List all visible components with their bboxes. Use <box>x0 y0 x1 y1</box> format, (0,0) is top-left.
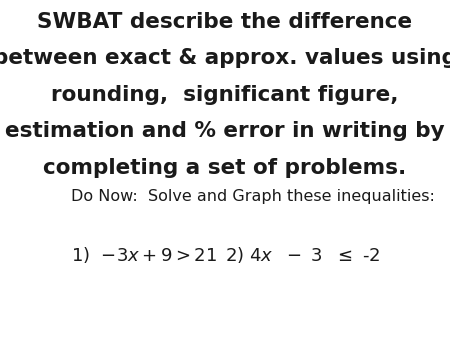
Text: SWBAT describe the difference: SWBAT describe the difference <box>37 12 413 32</box>
Text: completing a set of problems.: completing a set of problems. <box>43 158 407 178</box>
Text: between exact & approx. values using: between exact & approx. values using <box>0 48 450 68</box>
Text: estimation and % error in writing by: estimation and % error in writing by <box>5 121 445 141</box>
Text: 1)  $-3x + 9 > 21$: 1) $-3x + 9 > 21$ <box>71 245 217 265</box>
Text: 2) $4x\ \ -\ 3\ \ \leq\ $-2: 2) $4x\ \ -\ 3\ \ \leq\ $-2 <box>225 245 380 265</box>
Text: Do Now:  Solve and Graph these inequalities:: Do Now: Solve and Graph these inequaliti… <box>71 189 435 204</box>
Text: rounding,  significant figure,: rounding, significant figure, <box>51 85 399 105</box>
